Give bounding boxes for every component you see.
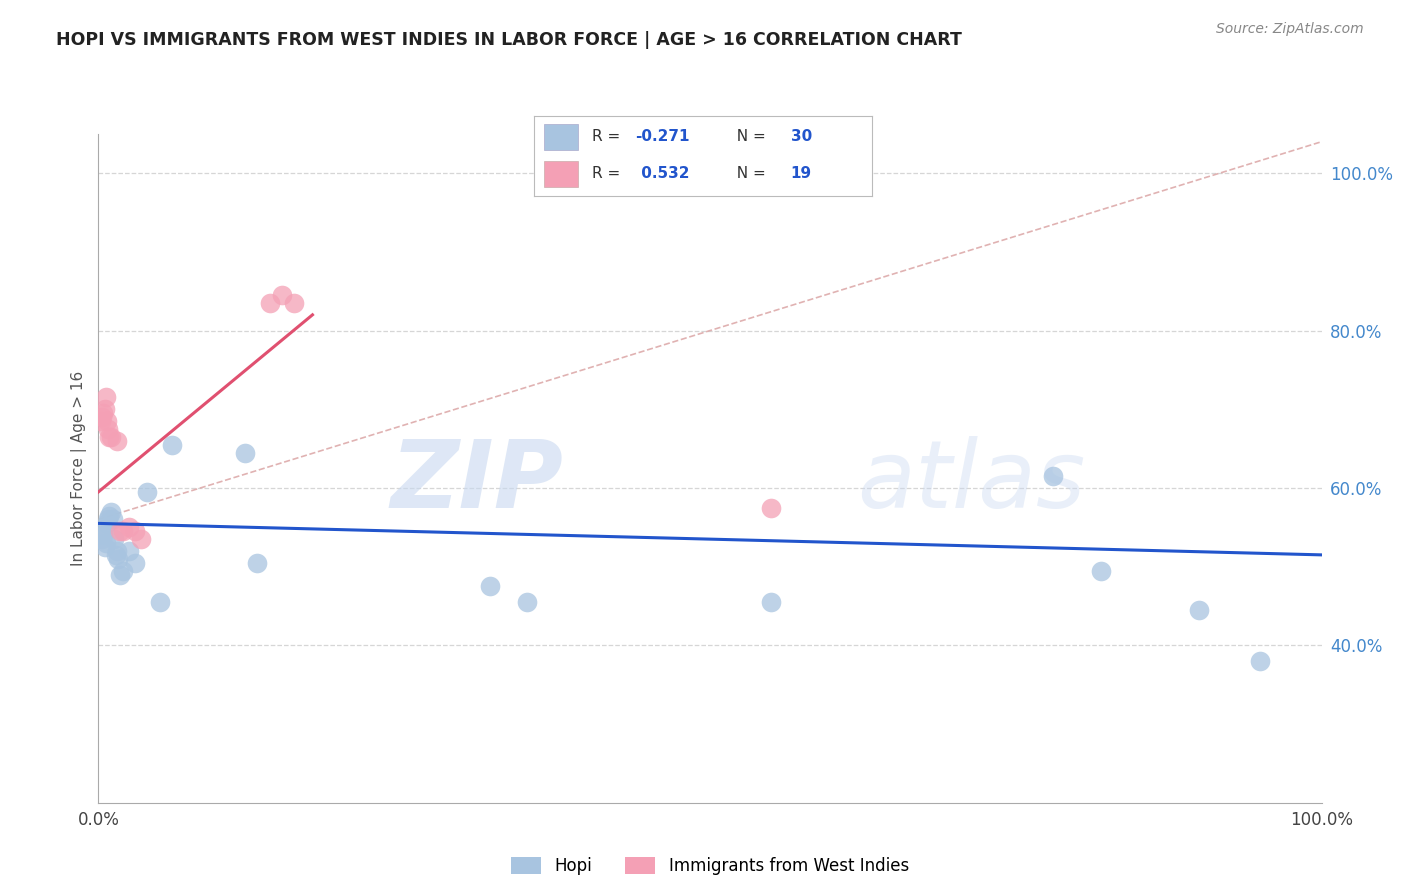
Text: Source: ZipAtlas.com: Source: ZipAtlas.com (1216, 22, 1364, 37)
FancyBboxPatch shape (544, 161, 578, 186)
Point (101, 512, 124, 526)
Text: ZIP: ZIP (391, 435, 564, 528)
Point (100, 430, 122, 444)
Text: R =: R = (592, 129, 624, 145)
Point (96, 516, 118, 531)
Point (94, 536, 117, 550)
Point (97, 512, 120, 526)
Point (98, 508, 121, 523)
Point (91, 532, 114, 546)
Text: HOPI VS IMMIGRANTS FROM WEST INDIES IN LABOR FORCE | AGE > 16 CORRELATION CHART: HOPI VS IMMIGRANTS FROM WEST INDIES IN L… (56, 31, 962, 49)
Point (129, 532, 152, 546)
Point (104, 548, 127, 562)
Legend: Hopi, Immigrants from West Indies: Hopi, Immigrants from West Indies (510, 856, 910, 875)
Point (93, 402, 115, 417)
Point (233, 445, 256, 459)
Point (270, 288, 294, 302)
Text: atlas: atlas (856, 436, 1085, 527)
Point (1042, 469, 1064, 483)
Point (111, 564, 134, 578)
Point (761, 500, 783, 515)
Point (160, 438, 183, 452)
Point (105, 434, 128, 448)
Point (118, 544, 141, 558)
Point (149, 595, 172, 609)
Point (94, 391, 117, 405)
Point (110, 567, 132, 582)
Text: -0.271: -0.271 (636, 129, 690, 145)
Text: N =: N = (727, 129, 770, 145)
Point (124, 556, 146, 570)
Point (246, 556, 269, 570)
Text: 19: 19 (790, 166, 811, 181)
Point (283, 296, 305, 310)
Text: 30: 30 (790, 129, 813, 145)
Y-axis label: In Labor Force | Age > 16: In Labor Force | Age > 16 (72, 371, 87, 566)
Point (91, 410, 114, 425)
Point (118, 520, 141, 534)
FancyBboxPatch shape (544, 124, 578, 150)
Point (105, 544, 128, 558)
Point (761, 595, 783, 609)
Point (110, 524, 132, 539)
Point (100, 505, 122, 519)
Point (1188, 603, 1211, 617)
Text: R =: R = (592, 166, 624, 181)
Point (124, 524, 146, 539)
Point (90, 524, 112, 539)
Point (103, 532, 125, 546)
Point (136, 484, 159, 499)
Point (111, 524, 134, 539)
Point (91, 406, 114, 420)
Point (478, 579, 501, 593)
Point (1249, 654, 1271, 668)
Text: N =: N = (727, 166, 770, 181)
Point (259, 296, 281, 310)
Point (90, 414, 112, 428)
Point (97, 422, 120, 436)
Point (91, 528, 114, 542)
Point (107, 551, 129, 566)
Point (1090, 564, 1112, 578)
Point (98, 430, 121, 444)
Point (93, 540, 115, 554)
Text: 0.532: 0.532 (636, 166, 689, 181)
Point (515, 595, 537, 609)
Point (96, 414, 118, 428)
